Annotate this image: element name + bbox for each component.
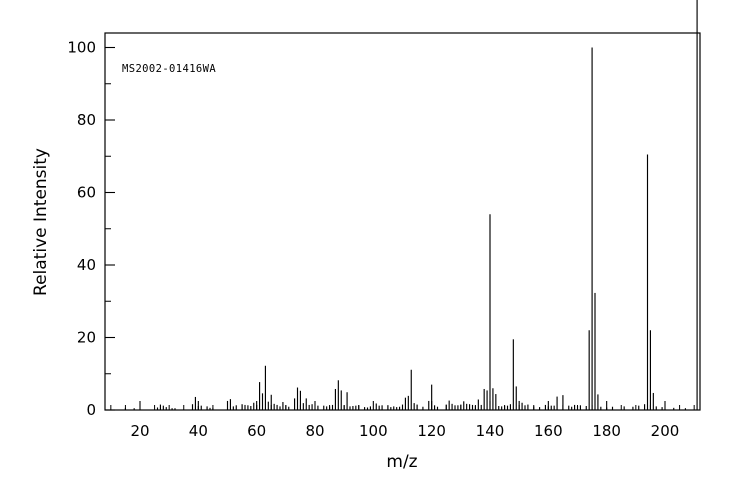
x-axis-tick-labels: 20 40 60 80 100 120 140 160 180 200: [130, 422, 679, 440]
y-tick-label: 80: [77, 111, 96, 129]
x-tick-label: 60: [247, 422, 266, 440]
spectrum-peaks: [124, 0, 698, 410]
y-tick-label: 100: [67, 39, 96, 57]
y-axis-title: Relative Intensity: [31, 148, 51, 296]
y-axis-major-ticks: [105, 46, 115, 411]
y-tick-label: 60: [77, 184, 96, 202]
y-tick-label: 40: [77, 256, 96, 274]
plot-frame: [104, 32, 701, 411]
y-tick-label: 0: [86, 401, 96, 419]
x-tick-label: 40: [189, 422, 208, 440]
x-tick-label: 140: [476, 422, 505, 440]
x-tick-label: 80: [305, 422, 324, 440]
x-tick-label: 100: [359, 422, 388, 440]
x-axis-title: m/z: [386, 452, 417, 472]
x-tick-label: 180: [592, 422, 621, 440]
x-tick-label: 120: [417, 422, 446, 440]
x-tick-label: 200: [651, 422, 680, 440]
y-axis-minor-ticks: [105, 83, 111, 375]
y-tick-label: 20: [77, 329, 96, 347]
x-tick-label: 20: [130, 422, 149, 440]
spectrum-id-annotation: MS2002-01416WA: [122, 63, 216, 75]
x-tick-label: 160: [534, 422, 563, 440]
y-axis-tick-labels: 0 20 40 60 80 100: [67, 39, 96, 420]
